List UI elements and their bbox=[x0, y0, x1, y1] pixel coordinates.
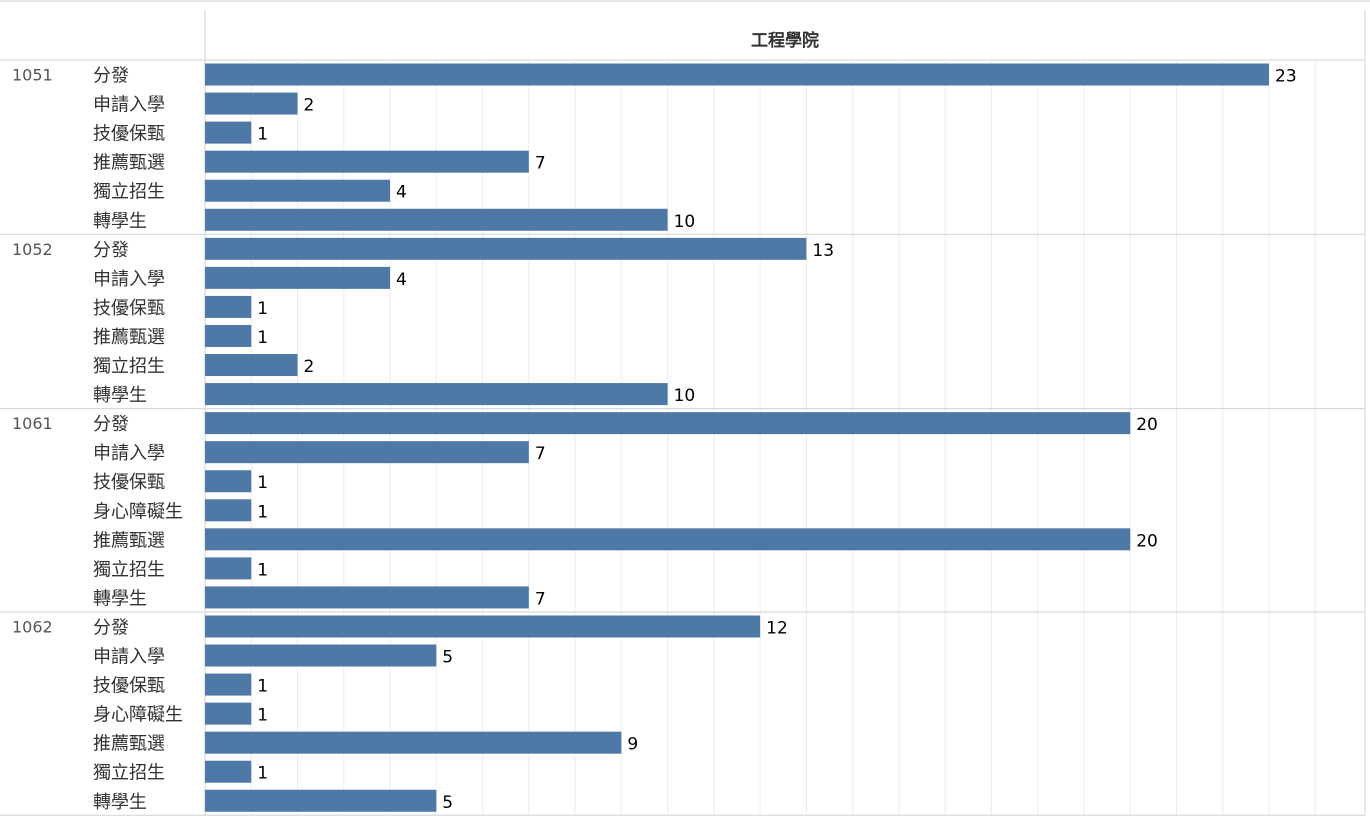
category-label: 技優保甄 bbox=[93, 676, 165, 697]
bar bbox=[205, 92, 298, 115]
bar bbox=[205, 760, 252, 783]
bar bbox=[205, 121, 252, 144]
category-label: 身心障礙生 bbox=[93, 501, 183, 522]
bar bbox=[205, 557, 252, 580]
category-label: 技優保甄 bbox=[93, 124, 165, 145]
value-label: 1 bbox=[257, 677, 268, 697]
category-label: 申請入學 bbox=[93, 95, 165, 116]
value-label: 1 bbox=[257, 125, 268, 145]
value-label: 1 bbox=[257, 328, 268, 348]
value-label: 4 bbox=[396, 183, 407, 203]
category-label: 轉學生 bbox=[93, 588, 147, 609]
category-label: 推薦甄選 bbox=[93, 327, 165, 348]
category-label: 技優保甄 bbox=[93, 472, 165, 493]
value-label: 20 bbox=[1136, 415, 1158, 435]
value-label: 1 bbox=[257, 706, 268, 726]
value-label: 23 bbox=[1275, 67, 1297, 87]
value-label: 1 bbox=[257, 560, 268, 580]
bar bbox=[205, 412, 1131, 435]
bar bbox=[205, 499, 252, 522]
bar bbox=[205, 528, 1131, 551]
category-label: 獨立招生 bbox=[93, 559, 165, 580]
bar bbox=[205, 731, 622, 754]
value-label: 1 bbox=[257, 502, 268, 522]
panel-title: 工程學院 bbox=[751, 31, 819, 51]
bar bbox=[205, 150, 529, 173]
category-label: 推薦甄選 bbox=[93, 153, 165, 174]
category-label: 獨立招生 bbox=[93, 763, 165, 784]
bar bbox=[205, 702, 252, 725]
bar bbox=[205, 586, 529, 609]
year-label: 1062 bbox=[12, 617, 53, 636]
bar bbox=[205, 789, 437, 812]
value-label: 1 bbox=[257, 764, 268, 784]
bar bbox=[205, 266, 391, 289]
category-label: 分發 bbox=[93, 240, 129, 261]
category-label: 分發 bbox=[93, 66, 129, 87]
category-label: 獨立招生 bbox=[93, 356, 165, 377]
category-label: 分發 bbox=[93, 617, 129, 638]
bar bbox=[205, 470, 252, 493]
value-label: 10 bbox=[674, 212, 696, 232]
category-label: 獨立招生 bbox=[93, 182, 165, 203]
bar bbox=[205, 208, 668, 231]
bar bbox=[205, 354, 298, 377]
category-label: 推薦甄選 bbox=[93, 734, 165, 755]
category-label: 申請入學 bbox=[93, 647, 165, 668]
value-label: 5 bbox=[442, 648, 453, 668]
year-label: 1052 bbox=[12, 240, 53, 259]
category-label: 分發 bbox=[93, 414, 129, 435]
bar bbox=[205, 615, 761, 638]
category-label: 推薦甄選 bbox=[93, 530, 165, 551]
category-label: 技優保甄 bbox=[93, 298, 165, 319]
value-label: 7 bbox=[535, 154, 546, 174]
value-label: 1 bbox=[257, 299, 268, 319]
category-label: 申請入學 bbox=[93, 443, 165, 464]
category-label: 申請入學 bbox=[93, 269, 165, 290]
value-label: 2 bbox=[304, 96, 315, 116]
year-label: 1061 bbox=[12, 414, 53, 433]
value-label: 12 bbox=[766, 618, 788, 638]
bar bbox=[205, 673, 252, 696]
bar bbox=[205, 237, 807, 260]
year-label: 1051 bbox=[12, 66, 53, 85]
value-label: 13 bbox=[812, 241, 834, 261]
category-label: 轉學生 bbox=[93, 792, 147, 813]
value-label: 10 bbox=[674, 386, 696, 406]
value-label: 9 bbox=[627, 735, 638, 755]
bar bbox=[205, 324, 252, 347]
bar bbox=[205, 179, 391, 202]
value-label: 20 bbox=[1136, 531, 1158, 551]
value-label: 5 bbox=[442, 793, 453, 813]
category-label: 身心障礙生 bbox=[93, 705, 183, 726]
value-label: 2 bbox=[304, 357, 315, 377]
bar bbox=[205, 63, 1269, 86]
value-label: 7 bbox=[535, 589, 546, 609]
bar bbox=[205, 383, 668, 406]
category-label: 轉學生 bbox=[93, 385, 147, 406]
bar bbox=[205, 644, 437, 667]
bar bbox=[205, 295, 252, 318]
category-label: 轉學生 bbox=[93, 211, 147, 232]
value-label: 1 bbox=[257, 473, 268, 493]
bar bbox=[205, 441, 529, 464]
value-label: 4 bbox=[396, 270, 407, 290]
value-label: 7 bbox=[535, 444, 546, 464]
